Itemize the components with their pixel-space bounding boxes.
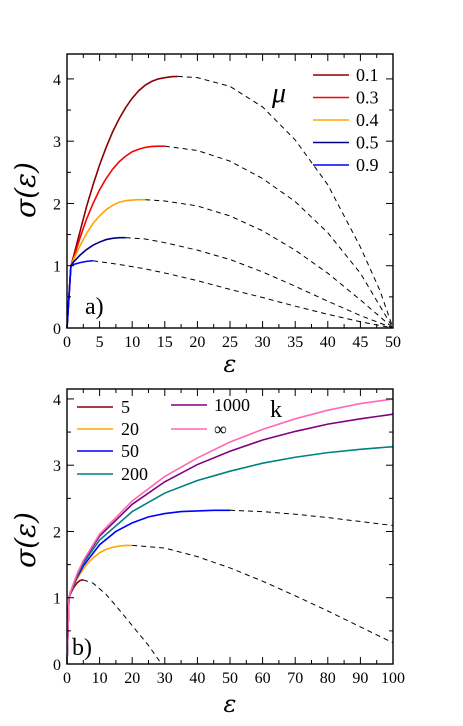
y-tick-label: 2 [53, 196, 61, 213]
plot-frame [66, 53, 394, 329]
legend-label: 50 [121, 441, 139, 461]
legend: 0.1 0.30.4 0.50.9 [313, 65, 379, 175]
x-tick-label: 40 [189, 670, 205, 687]
legend-label: 0.3 [356, 88, 379, 108]
series-0.3-line [66, 145, 165, 329]
x-tick-label: 10 [124, 334, 140, 351]
x-tick-label: 20 [124, 670, 140, 687]
panel-b: 0 10 20 30 40 50 60 70 80 90 10001234εσ(ε)b)k52050… [9, 388, 405, 718]
legend-label: 5 [121, 397, 130, 417]
x-tick-label: 0 [63, 670, 71, 687]
y-axis-title: σ(ε) [9, 512, 42, 568]
x-tick-label: 20 [189, 334, 205, 351]
series-0.4-dashed-line [145, 199, 394, 329]
panel-a: 0 5 10 15 20 25 30 35 40 45 5001234εσ(ε)a)μ0.10.30… [9, 53, 401, 378]
legend-label: 0.4 [356, 110, 379, 130]
y-tick-label: 1 [53, 591, 61, 608]
x-tick-label: 5 [96, 334, 104, 351]
series-0.9-dashed-line [93, 260, 394, 329]
series-5-dashed-line [83, 579, 162, 665]
series-0.9-line [66, 259, 94, 329]
x-tick-label: 15 [157, 334, 173, 351]
series-50-dashed-line [229, 509, 394, 527]
y-tick-label: 1 [53, 259, 61, 276]
x-tick-label: 30 [255, 334, 271, 351]
series-0.1-line [66, 75, 178, 329]
y-tick-label: 0 [53, 657, 61, 674]
panel-label: a) [85, 294, 104, 320]
x-tick-label: 70 [287, 670, 303, 687]
legend-label: ∞ [214, 419, 227, 439]
x-tick-label: 40 [320, 334, 336, 351]
x-tick-label: 50 [222, 670, 238, 687]
series-200-line [66, 445, 394, 665]
legend-label: 0.5 [356, 133, 379, 153]
x-tick-label: 10 [92, 670, 108, 687]
legend-label: 20 [121, 419, 139, 439]
legend-label: 0.9 [356, 155, 379, 175]
series-0.3-dashed-line [164, 145, 394, 329]
legend-title: μ [271, 78, 286, 109]
series-20-dashed-line [132, 544, 394, 644]
x-tick-label: 100 [381, 670, 405, 687]
y-tick-label: 3 [53, 458, 61, 475]
x-tick-label: 80 [320, 670, 336, 687]
x-tick-label: 0 [63, 334, 71, 351]
x-tick-label: 60 [255, 670, 271, 687]
y-tick-label: 3 [53, 134, 61, 151]
x-tick-label: 30 [157, 670, 173, 687]
x-tick-label: 50 [385, 334, 401, 351]
x-axis-title: ε [224, 690, 237, 718]
x-tick-label: 45 [352, 334, 368, 351]
y-tick-label: 2 [53, 524, 61, 541]
y-tick-label: 4 [53, 392, 61, 409]
y-axis-title: σ(ε) [9, 162, 42, 218]
series-∞-line [66, 398, 394, 665]
panel-label: b) [72, 635, 92, 661]
legend-title: k [270, 397, 282, 423]
series-0.5-line [66, 236, 126, 329]
series-0.5-dashed-line [125, 237, 394, 329]
legend-label: 0.1 [356, 65, 379, 85]
legend-label: 200 [121, 464, 148, 484]
y-tick-label: 0 [53, 321, 61, 338]
legend-label: 1000 [214, 395, 250, 415]
series-0.4-line [66, 198, 146, 329]
x-axis-title: ε [224, 350, 237, 378]
series-0.1-dashed-line [177, 75, 394, 329]
x-tick-label: 35 [287, 334, 303, 351]
y-tick-label: 4 [53, 72, 61, 89]
x-tick-label: 90 [352, 670, 368, 687]
x-tick-label: 25 [222, 334, 238, 351]
